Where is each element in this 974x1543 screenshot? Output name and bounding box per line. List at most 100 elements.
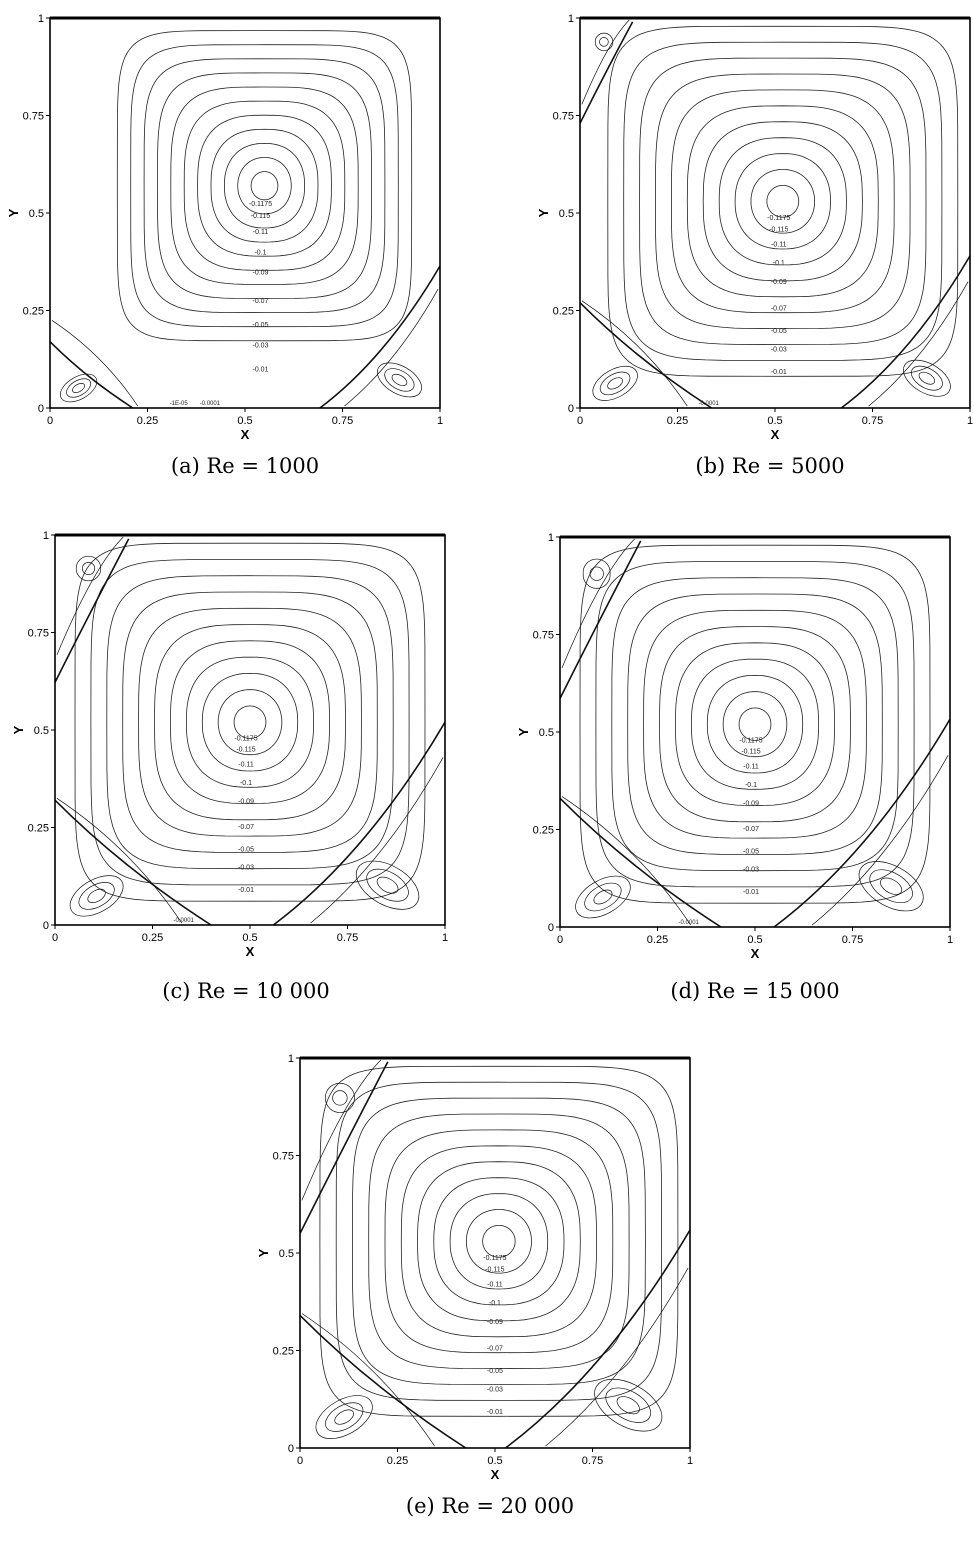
contour-label: -0.1175 bbox=[483, 1255, 506, 1262]
corner-streamline bbox=[594, 1378, 663, 1432]
x-tick-label: 0.25 bbox=[667, 415, 688, 427]
subfigure-a: -0.1175 -0.115 -0.11 -0.1 -0.09 -0.07 -0.05 -0.… bbox=[6, 13, 443, 442]
corner-streamline bbox=[301, 1059, 382, 1201]
separatrix-bottom-left bbox=[559, 797, 722, 928]
corner-streamline bbox=[332, 1090, 348, 1106]
contour-label: -0.115 bbox=[485, 1266, 504, 1273]
contour-label: -0.09 bbox=[253, 270, 269, 277]
streamline bbox=[154, 624, 346, 821]
y-tick-label: 0.75 bbox=[23, 111, 44, 123]
streamline bbox=[670, 89, 895, 314]
x-axis-label: X bbox=[771, 427, 780, 442]
corner-streamline bbox=[384, 368, 415, 392]
corner-streamline bbox=[82, 562, 96, 575]
contour-label: -0.03 bbox=[743, 867, 759, 874]
contour-label: -0.07 bbox=[487, 1345, 503, 1352]
y-tick-label: 0.25 bbox=[273, 1346, 294, 1358]
y-axis-label: Y bbox=[6, 208, 21, 217]
corner-streamline bbox=[575, 875, 631, 919]
corner-streamline bbox=[344, 288, 439, 407]
corner-streamline bbox=[56, 798, 183, 924]
contour-label: -0.11 bbox=[743, 763, 759, 770]
contour-label: -0.1175 bbox=[249, 201, 272, 208]
streamline bbox=[706, 674, 804, 774]
y-tick-label: 1 bbox=[288, 1053, 294, 1065]
streamline bbox=[623, 41, 943, 361]
contour-label: -0.0001 bbox=[200, 401, 221, 407]
separatrix-top-left bbox=[299, 1061, 389, 1234]
streamline bbox=[702, 121, 863, 282]
streamline bbox=[579, 544, 931, 904]
corner-eddy-bl bbox=[51, 320, 139, 407]
streamline bbox=[224, 142, 305, 229]
x-tick-label: 0.25 bbox=[387, 1455, 408, 1467]
x-tick-label: 0.5 bbox=[767, 415, 782, 427]
y-tick-label: 0.75 bbox=[553, 111, 574, 123]
separatrix-bottom-left bbox=[579, 302, 713, 409]
y-tick-label: 0 bbox=[38, 403, 44, 415]
subfigure-caption: (d) Re = 15 000 bbox=[670, 979, 840, 1003]
corner-eddy-br bbox=[344, 288, 439, 407]
contour-label: -0.05 bbox=[743, 848, 759, 855]
contour-label: -0.09 bbox=[487, 1319, 503, 1326]
streamline bbox=[690, 658, 820, 790]
subfigure-caption: (b) Re = 5000 bbox=[695, 454, 845, 478]
corner-streamline bbox=[51, 320, 139, 407]
corner-streamline bbox=[376, 362, 422, 398]
y-tick-label: 0.25 bbox=[553, 306, 574, 318]
corner-streamline bbox=[858, 861, 924, 912]
streamline bbox=[449, 1193, 549, 1290]
separatrix-bottom-left bbox=[299, 1314, 467, 1449]
corner-streamline bbox=[599, 37, 609, 47]
contour-label: -0.1175 bbox=[739, 738, 762, 745]
streamline bbox=[734, 153, 831, 250]
x-tick-label: 1 bbox=[687, 1455, 693, 1467]
y-axis-label: Y bbox=[516, 727, 531, 736]
streamline bbox=[611, 577, 899, 872]
separatrix-bottom-right bbox=[840, 255, 971, 409]
x-tick-label: 0.75 bbox=[862, 415, 883, 427]
streamline bbox=[686, 105, 879, 298]
streamline bbox=[738, 707, 772, 741]
corner-streamline bbox=[868, 281, 969, 407]
separatrix-top-left bbox=[579, 21, 634, 124]
streamline bbox=[201, 672, 299, 772]
streamline bbox=[335, 1081, 663, 1401]
corner-eddy-tl bbox=[56, 536, 124, 656]
corner-streamline bbox=[315, 1395, 373, 1439]
separatrix-bottom-right bbox=[505, 1229, 691, 1449]
streamline bbox=[250, 171, 279, 201]
subfigure-c: -0.1175 -0.115 -0.11 -0.1 -0.09 -0.07 -0.05 -0.… bbox=[11, 530, 448, 959]
corner-streamline bbox=[56, 536, 124, 656]
streamline bbox=[157, 72, 372, 299]
streamline bbox=[90, 559, 410, 886]
x-tick-label: 1 bbox=[437, 415, 443, 427]
streamline bbox=[116, 30, 413, 342]
corner-streamline bbox=[72, 383, 85, 393]
streamline bbox=[170, 86, 359, 285]
corner-streamline bbox=[594, 32, 614, 52]
streamline bbox=[130, 44, 399, 328]
contour-label: -0.07 bbox=[238, 824, 254, 831]
streamline bbox=[674, 642, 836, 807]
y-axis-label: Y bbox=[256, 1248, 271, 1257]
separatrix-bottom-right bbox=[319, 265, 441, 409]
y-tick-label: 0.5 bbox=[539, 727, 554, 739]
y-tick-label: 0 bbox=[568, 403, 574, 415]
separatrix-top-left bbox=[54, 538, 130, 683]
streamline bbox=[595, 561, 915, 888]
y-axis-label: Y bbox=[11, 725, 26, 734]
streamline bbox=[237, 157, 292, 215]
y-tick-label: 0.75 bbox=[273, 1151, 294, 1163]
streamline-plot: -0.1175 -0.115 -0.11 -0.1 -0.09 -0.07 -0.05 -0.… bbox=[11, 530, 448, 959]
streamline bbox=[417, 1161, 581, 1322]
x-tick-label: 0 bbox=[557, 934, 563, 946]
contour-label: -0.1175 bbox=[767, 215, 790, 222]
streamline-plot: -0.1175 -0.115 -0.11 -0.1 -0.09 -0.07 -0.05 -0.… bbox=[6, 13, 443, 442]
contour-label: -0.1 bbox=[240, 780, 252, 787]
contour-label: -0.115 bbox=[251, 213, 270, 220]
x-axis-label: X bbox=[246, 944, 255, 959]
x-tick-label: 0.75 bbox=[582, 1455, 603, 1467]
contour-label: -0.1 bbox=[254, 249, 266, 256]
separatrix-top-left bbox=[559, 540, 642, 699]
